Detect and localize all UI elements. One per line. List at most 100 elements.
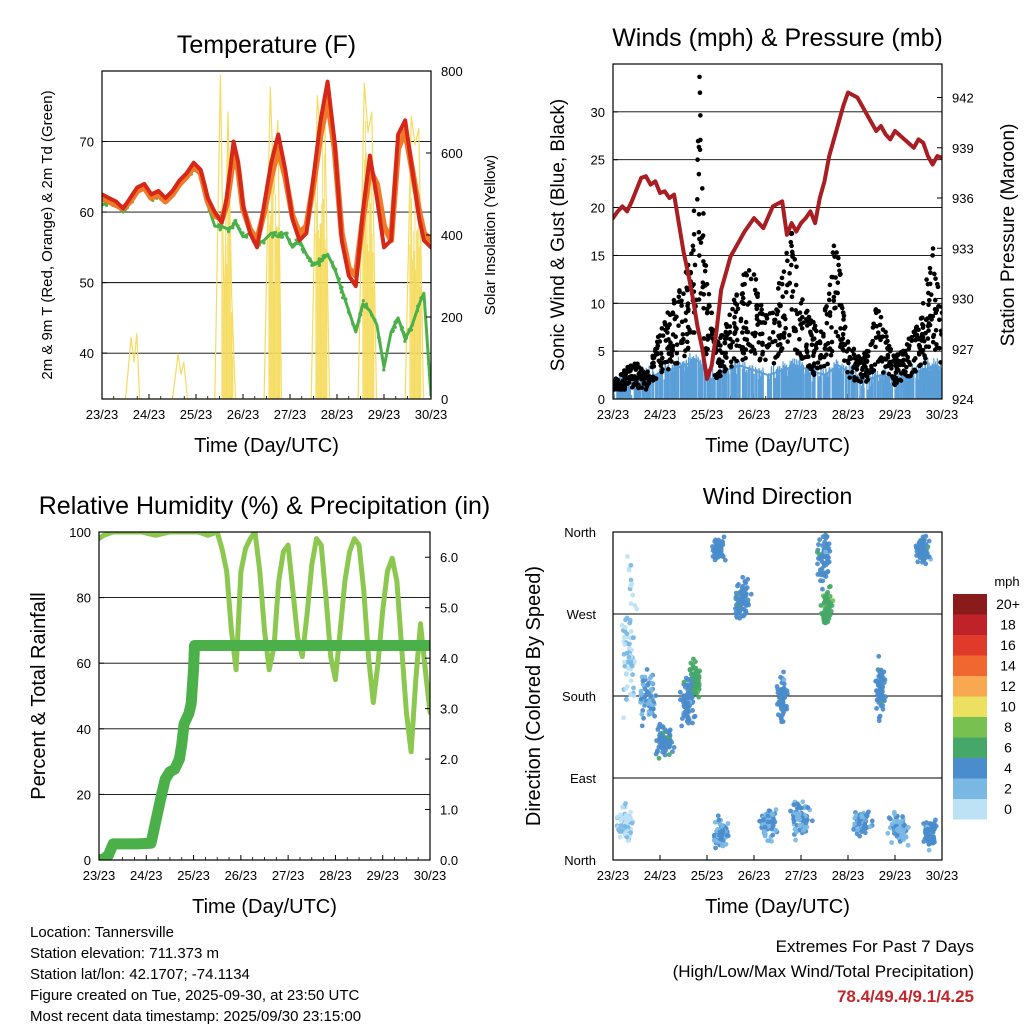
dewpoint-point — [321, 254, 325, 258]
wind-direction-point — [765, 813, 771, 819]
gust-point — [670, 332, 676, 337]
wind-direction-point — [740, 594, 746, 600]
gust-point — [931, 332, 937, 338]
x-tick-label: 23/23 — [597, 868, 630, 883]
wind-direction-point — [624, 615, 630, 621]
gust-point — [665, 366, 671, 372]
x-tick-label: 26/23 — [227, 407, 260, 422]
gust-point — [918, 316, 924, 321]
gust-point — [740, 357, 745, 363]
wind-direction-point — [632, 659, 637, 664]
wind-direction-point — [661, 734, 666, 739]
gust-peak-point — [697, 90, 703, 96]
gust-point — [717, 363, 723, 369]
wind-direction-point — [802, 825, 808, 830]
wind-direction-point — [710, 544, 715, 549]
wind-direction-point — [861, 824, 867, 830]
gust-peak-point — [662, 320, 667, 325]
gust-point — [886, 371, 892, 377]
gust-point — [660, 367, 665, 372]
chart-title: Wind Direction — [703, 483, 853, 509]
gust-point — [673, 361, 678, 366]
wind-direction-point — [737, 615, 743, 621]
gust-point — [846, 346, 852, 352]
gust-point — [824, 320, 830, 326]
wind-direction-point — [739, 585, 745, 591]
gust-point — [869, 363, 874, 369]
gust-point — [740, 300, 746, 306]
gust-point — [814, 365, 820, 371]
gust-point — [623, 372, 628, 377]
gust-point — [933, 327, 939, 333]
gust-peak-point — [855, 358, 860, 364]
wind-direction-point — [740, 574, 746, 580]
wind-direction-point — [897, 819, 903, 825]
right-tick-label: 5.0 — [440, 601, 458, 616]
gust-point — [674, 342, 680, 347]
colorbar-label: 4 — [1004, 760, 1012, 776]
gust-point — [757, 311, 763, 316]
gust-point — [923, 317, 929, 323]
gust-point — [824, 304, 829, 309]
gust-point — [789, 307, 795, 312]
wind-direction-point — [800, 799, 806, 805]
gust-point — [838, 326, 843, 331]
gust-point — [894, 367, 900, 373]
gust-point — [646, 377, 652, 383]
gust-point — [835, 333, 841, 339]
wind-direction-point — [815, 561, 820, 567]
gust-point — [682, 353, 687, 359]
dewpoint-point — [279, 230, 283, 234]
gust-point — [926, 344, 932, 350]
gust-point — [875, 330, 881, 335]
gust-point — [637, 375, 643, 380]
plot-border — [98, 531, 431, 861]
dewpoint-point — [354, 324, 358, 328]
gust-point — [764, 313, 769, 318]
gust-point — [780, 314, 786, 320]
gust-point — [918, 362, 923, 368]
wind-direction-point — [855, 827, 861, 833]
dewpoint-point — [301, 250, 306, 254]
extremes-title: Extremes For Past 7 Days — [775, 937, 974, 956]
gust-point — [789, 230, 794, 236]
gust-point — [777, 323, 782, 328]
gust-point — [932, 347, 938, 352]
wind-direction-point — [905, 825, 911, 830]
colorbar-swatch — [953, 655, 987, 676]
wind-direction-point — [889, 840, 895, 845]
dewpoint-point — [308, 257, 312, 261]
wind-direction-point — [622, 624, 628, 630]
gust-point — [619, 372, 624, 377]
wind-direction-point — [722, 557, 728, 563]
gust-point — [759, 331, 765, 337]
x-tick-label: 25/23 — [691, 868, 724, 883]
y-tick-label: 100 — [69, 525, 91, 540]
wind-direction-point — [648, 673, 654, 679]
gust-point — [756, 340, 762, 345]
x-tick-label: 25/23 — [691, 407, 724, 422]
gust-point — [683, 310, 689, 316]
gust-point — [904, 342, 910, 347]
gust-point — [830, 274, 836, 280]
wind-direction-point — [880, 676, 886, 682]
wind-direction-point — [748, 591, 754, 597]
gust-point — [727, 336, 733, 342]
latlon-text: Station lat/lon: 42.1707; -74.1134 — [30, 966, 250, 983]
dewpoint-point — [233, 219, 237, 223]
dewpoint-point — [419, 296, 423, 300]
gust-point — [654, 339, 660, 345]
gust-point — [810, 369, 816, 375]
wind-direction-point — [930, 821, 936, 827]
x-tick-label: 28/23 — [321, 407, 354, 422]
gust-point — [907, 374, 912, 379]
gust-point — [821, 354, 827, 360]
gust-point — [826, 297, 832, 303]
gust-point — [627, 374, 633, 380]
wind-direction-point — [887, 816, 893, 822]
gust-point — [830, 250, 836, 255]
gust-point — [684, 287, 690, 293]
gust-peak-point — [615, 377, 620, 383]
y-tick-label: 40 — [80, 346, 94, 361]
dewpoint-point — [346, 310, 351, 314]
